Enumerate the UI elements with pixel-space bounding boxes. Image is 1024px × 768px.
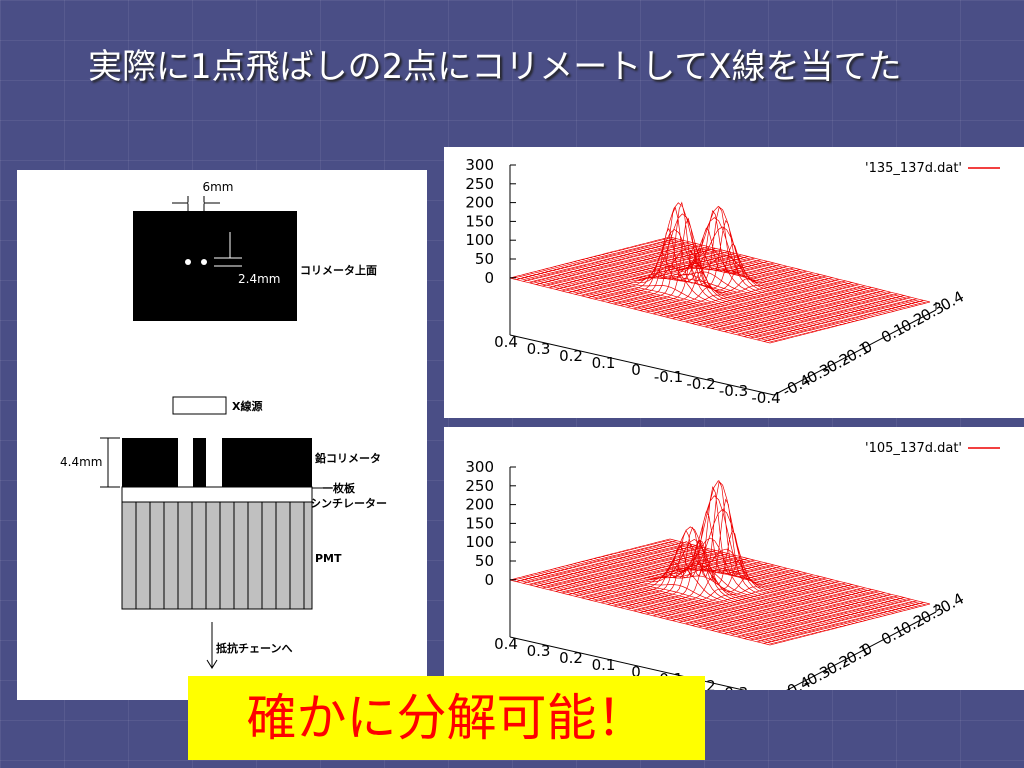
z-tick-label: 100 <box>465 533 494 551</box>
surface-mesh <box>509 201 931 344</box>
pmt-label: PMT <box>315 552 342 565</box>
thickness-label: 4.4mm <box>60 455 102 469</box>
x-axis <box>509 334 775 396</box>
callout: 確かに分解可能！ <box>188 676 705 760</box>
x-tick-label: -0.3 <box>719 382 748 400</box>
x-tick-label: -0.3 <box>719 684 748 690</box>
x-tick-label: 0.4 <box>494 635 518 653</box>
gap-label: 6mm <box>202 180 233 194</box>
source <box>172 396 227 415</box>
legend-label: '135_137d.dat' <box>865 161 962 176</box>
x-tick-label: 0.2 <box>559 649 583 667</box>
top-label: コリメータ上面 <box>300 263 377 277</box>
y-axis <box>773 309 937 396</box>
y-axis <box>786 611 937 690</box>
source-label: X線源 <box>232 399 262 413</box>
slot <box>178 438 193 487</box>
slot <box>206 438 222 487</box>
hole <box>201 259 207 265</box>
x-tick-label: 0 <box>631 361 641 379</box>
scint-label: シンチレーター <box>310 497 387 510</box>
z-tick-label: 200 <box>465 194 494 212</box>
x-tick-label: 0.3 <box>527 340 551 358</box>
x-tick-label: 0.2 <box>559 347 583 365</box>
x-axis <box>509 636 746 690</box>
x-tick-label: -0.2 <box>686 375 715 393</box>
pmt-lines <box>135 502 305 609</box>
arrow-head <box>206 659 218 669</box>
x-tick-label: -0.4 <box>751 389 780 407</box>
surface-plot: 3002502001501005000.40.30.20.10-0.1-0.2-… <box>444 427 1024 690</box>
z-tick-label: 100 <box>465 231 494 249</box>
collimator-diagram: 6mm 2.4mm コリメータ上面 X線源 4.4mm 鉛コリメータ 一枚板 シ… <box>17 170 427 700</box>
x-tick-label: 0.4 <box>494 333 518 351</box>
z-tick-label: 200 <box>465 496 494 514</box>
x-tick-label: -0.1 <box>654 368 683 386</box>
lead-label: 鉛コリメータ <box>315 451 381 465</box>
hole <box>185 259 191 265</box>
z-tick-label: 50 <box>475 552 494 570</box>
pmt <box>121 501 313 610</box>
slide-title: 実際に1点飛ばしの2点にコリメートしてX線を当てた <box>88 47 902 87</box>
plate-label: 一枚板 <box>322 481 356 495</box>
z-tick-label: 50 <box>475 250 494 268</box>
z-tick-label: 250 <box>465 477 494 495</box>
hole-label: 2.4mm <box>238 272 280 286</box>
z-tick-label: 250 <box>465 175 494 193</box>
surface-mesh <box>509 480 931 646</box>
z-tick-label: 300 <box>465 458 494 476</box>
z-tick-label: 150 <box>465 212 494 230</box>
x-tick-label: 0.1 <box>592 354 616 372</box>
legend-label: '105_137d.dat' <box>865 441 962 456</box>
scintillator <box>121 486 313 503</box>
z-tick-label: 300 <box>465 156 494 174</box>
z-tick-label: 0 <box>484 571 494 589</box>
x-tick-label: 0 <box>631 663 641 681</box>
z-tick-label: 150 <box>465 514 494 532</box>
x-tick-label: 0.3 <box>527 642 551 660</box>
z-tick-label: 0 <box>484 269 494 287</box>
chain-label: 抵抗チェーンへ <box>216 641 292 655</box>
x-tick-label: 0.1 <box>592 656 616 674</box>
